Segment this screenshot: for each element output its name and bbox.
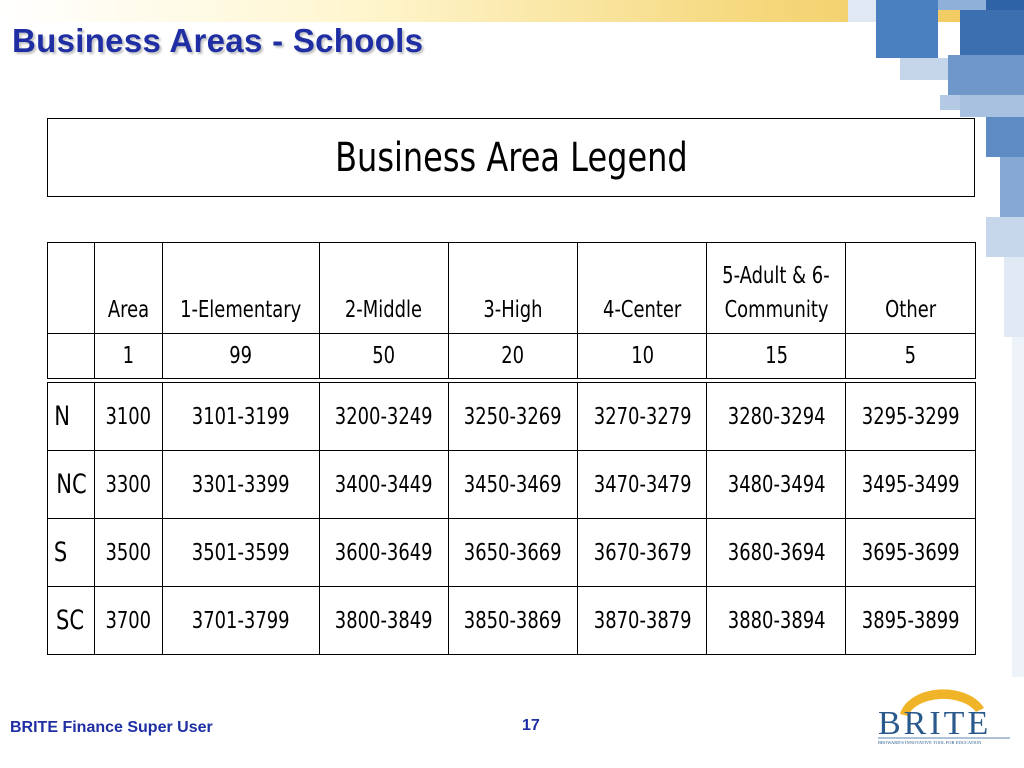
header-cell: 3-High: [447, 242, 579, 334]
table-cell: 3701-3799: [162, 586, 320, 655]
table-cell: 3670-3679: [577, 518, 708, 587]
count-cell: 1: [93, 333, 164, 379]
count-cell: 10: [577, 333, 708, 379]
table-cell: 3850-3869: [447, 586, 579, 655]
footer-text: BRITE Finance Super User: [10, 719, 213, 736]
table-cell: 3800-3849: [318, 586, 449, 655]
table-cell: 3480-3494: [706, 450, 847, 519]
table-row: SC 3700 3701-3799 3800-3849 3850-3869 3870-38…: [47, 586, 976, 655]
legend-title: Business Area Legend: [334, 134, 688, 181]
table-cell: 3650-3669: [447, 518, 579, 587]
table-cell: 3680-3694: [706, 518, 847, 587]
table-cell: 3100: [93, 382, 164, 451]
table-cell: 3495-3499: [845, 450, 976, 519]
header-cell: Area: [93, 242, 164, 334]
count-cell: 50: [318, 333, 449, 379]
svg-text:BRITE: BRITE: [878, 705, 991, 742]
top-gradient-band: [0, 0, 1024, 22]
count-row: 1 99 50 20 10 15 5: [47, 333, 976, 379]
logo-sun-icon: [900, 689, 984, 716]
row-label: NC: [47, 450, 95, 519]
table-row: NC 3300 3301-3399 3400-3449 3450-3469 3470-34…: [47, 450, 976, 519]
table-row: S 3500 3501-3599 3600-3649 3650-3669 3670-367…: [47, 518, 976, 587]
header-cell: Other: [845, 242, 976, 334]
header-cell: 4-Center: [577, 242, 708, 334]
table-cell: 3280-3294: [706, 382, 847, 451]
svg-text:BROWARD'S INNOVATIVE TOOL FOR: BROWARD'S INNOVATIVE TOOL FOR EDUCATION: [878, 740, 982, 745]
table-cell: 3880-3894: [706, 586, 847, 655]
table-cell: 3200-3249: [318, 382, 449, 451]
table-cell: 3870-3879: [577, 586, 708, 655]
row-label: SC: [47, 586, 95, 655]
header-cell-blank: [47, 242, 95, 334]
region-rows: N 3100 3101-3199 3200-3249 3250-3269 3270-327…: [47, 382, 976, 655]
slide-title: Business Areas - Schools: [12, 22, 424, 59]
table-cell: 3250-3269: [447, 382, 579, 451]
table-cell: 3895-3899: [845, 586, 976, 655]
header-cell: 1-Elementary: [162, 242, 320, 334]
count-cell: 15: [706, 333, 847, 379]
count-cell-blank: [47, 333, 95, 379]
header-row: Area 1-Elementary 2-Middle 3-High 4-Cent…: [47, 242, 976, 334]
table-cell: 3295-3299: [845, 382, 976, 451]
page-number: 17: [522, 717, 540, 734]
row-label: N: [47, 382, 95, 451]
table-cell: 3500: [93, 518, 164, 587]
table-cell: 3700: [93, 586, 164, 655]
table-row: N 3100 3101-3199 3200-3249 3250-3269 3270-327…: [47, 382, 976, 451]
table-cell: 3470-3479: [577, 450, 708, 519]
legend-title-box: Business Area Legend: [47, 118, 975, 197]
table-cell: 3301-3399: [162, 450, 320, 519]
table-cell: 3695-3699: [845, 518, 976, 587]
header-cell: 5-Adult & 6- Community: [706, 242, 847, 334]
brite-logo: BRITE BROWARD'S INNOVATIVE TOOL FOR EDUC…: [878, 689, 1010, 745]
table-cell: 3300: [93, 450, 164, 519]
table-cell: 3270-3279: [577, 382, 708, 451]
business-area-table: Area 1-Elementary 2-Middle 3-High 4-Cent…: [47, 242, 976, 655]
table-cell: 3101-3199: [162, 382, 320, 451]
table-cell: 3600-3649: [318, 518, 449, 587]
header-cell: 2-Middle: [318, 242, 449, 334]
table-cell: 3501-3599: [162, 518, 320, 587]
table-cell: 3450-3469: [447, 450, 579, 519]
table-cell: 3400-3449: [318, 450, 449, 519]
count-cell: 5: [845, 333, 976, 379]
count-cell: 20: [447, 333, 579, 379]
count-cell: 99: [162, 333, 320, 379]
row-label: S: [47, 518, 95, 587]
